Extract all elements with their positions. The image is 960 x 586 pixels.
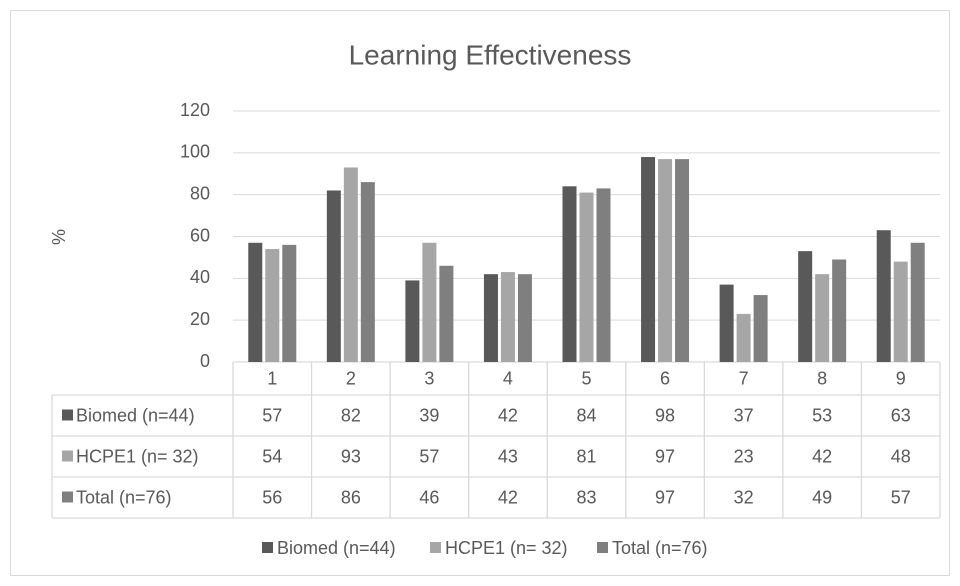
y-tick-label: 20 xyxy=(190,309,210,329)
bar xyxy=(893,261,908,362)
legend-key xyxy=(597,542,608,553)
legend-label: Total (n=76) xyxy=(612,538,708,558)
category-label: 6 xyxy=(660,368,670,388)
y-tick-label: 100 xyxy=(180,142,210,162)
table-value: 37 xyxy=(734,405,754,425)
table-row-label: Biomed (n=44) xyxy=(76,405,195,425)
table-value: 23 xyxy=(734,446,754,466)
table-value: 57 xyxy=(419,446,439,466)
table-value: 97 xyxy=(655,446,675,466)
y-tick-label: 0 xyxy=(200,351,210,371)
table-value: 42 xyxy=(812,446,832,466)
category-label: 5 xyxy=(581,368,591,388)
bar xyxy=(343,167,358,362)
bar xyxy=(736,313,751,362)
chart-title: Learning Effectiveness xyxy=(349,39,632,70)
category-label: 3 xyxy=(424,368,434,388)
table-value: 98 xyxy=(655,405,675,425)
bar xyxy=(910,242,925,362)
legend-key xyxy=(430,542,441,553)
y-tick-label: 80 xyxy=(190,183,210,203)
table-value: 39 xyxy=(419,405,439,425)
bar xyxy=(439,265,454,362)
bar xyxy=(405,280,420,362)
table-legend-key xyxy=(62,491,73,503)
table-value: 53 xyxy=(812,405,832,425)
table-value: 57 xyxy=(891,487,911,507)
bar xyxy=(753,295,768,362)
bar xyxy=(832,259,847,362)
bar xyxy=(562,186,577,362)
bar xyxy=(282,244,297,362)
table-value: 48 xyxy=(891,446,911,466)
table-value: 32 xyxy=(734,487,754,507)
table-value: 42 xyxy=(498,405,518,425)
y-tick-label: 120 xyxy=(180,100,210,120)
bar xyxy=(360,182,375,362)
table-value: 46 xyxy=(419,487,439,507)
table-value: 97 xyxy=(655,487,675,507)
chart-border xyxy=(10,10,950,576)
table-value: 56 xyxy=(262,487,282,507)
bar xyxy=(641,157,656,362)
bar xyxy=(483,274,498,362)
legend-label: HCPE1 (n= 32) xyxy=(445,538,568,558)
bar xyxy=(500,272,515,362)
bar xyxy=(422,242,437,362)
bar xyxy=(579,192,594,362)
table-row-label: HCPE1 (n= 32) xyxy=(76,446,199,466)
bar xyxy=(517,274,532,362)
table-value: 49 xyxy=(812,487,832,507)
table-legend-key xyxy=(62,409,73,421)
table-value: 86 xyxy=(341,487,361,507)
bar xyxy=(248,242,263,362)
table-value: 42 xyxy=(498,487,518,507)
category-label: 9 xyxy=(896,368,906,388)
table-legend-key xyxy=(62,450,73,462)
category-label: 8 xyxy=(817,368,827,388)
table-value: 84 xyxy=(576,405,596,425)
bar xyxy=(326,190,341,362)
bar xyxy=(876,230,891,362)
category-label: 2 xyxy=(346,368,356,388)
category-label: 7 xyxy=(739,368,749,388)
table-value: 54 xyxy=(262,446,282,466)
table-value: 83 xyxy=(576,487,596,507)
y-tick-label: 40 xyxy=(190,267,210,287)
table-value: 82 xyxy=(341,405,361,425)
bar xyxy=(798,251,813,362)
table-value: 57 xyxy=(262,405,282,425)
bar xyxy=(719,284,734,362)
bar xyxy=(815,274,830,362)
bar xyxy=(658,159,673,362)
table-value: 93 xyxy=(341,446,361,466)
legend-key xyxy=(262,542,273,553)
y-tick-label: 60 xyxy=(190,225,210,245)
table-row-label: Total (n=76) xyxy=(76,487,172,507)
legend-label: Biomed (n=44) xyxy=(277,538,396,558)
category-label: 1 xyxy=(267,368,277,388)
table-value: 63 xyxy=(891,405,911,425)
category-label: 4 xyxy=(503,368,513,388)
y-axis-label: % xyxy=(49,229,69,245)
bar xyxy=(675,159,690,362)
bar xyxy=(596,188,611,362)
table-value: 81 xyxy=(576,446,596,466)
table-value: 43 xyxy=(498,446,518,466)
bar xyxy=(265,249,280,362)
